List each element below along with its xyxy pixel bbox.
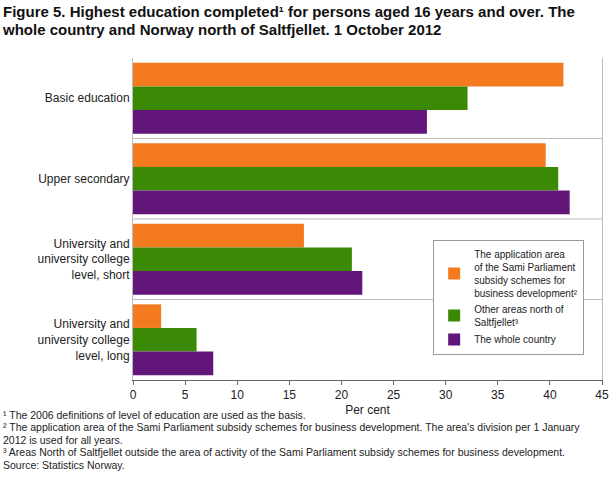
svg-text:The application areaof the Sam: The application areaof the Sami Parliame… — [474, 249, 578, 299]
svg-text:15: 15 — [283, 388, 297, 402]
svg-text:The whole country: The whole country — [474, 334, 556, 345]
svg-text:Basic education: Basic education — [45, 91, 130, 105]
svg-text:10: 10 — [231, 388, 245, 402]
svg-text:45: 45 — [595, 388, 609, 402]
svg-text:5: 5 — [182, 388, 189, 402]
html-text:³ Areas North of Saltfjellet o: ³ Areas North of Saltfjellet outside the… — [3, 446, 565, 459]
svg-text:25: 25 — [387, 388, 401, 402]
html-text:¹ The 2006 definitions of leve: ¹ The 2006 definitions of level of educa… — [3, 409, 306, 421]
html-text:Source: Statistics Norway.: Source: Statistics Norway. — [3, 458, 125, 471]
svg-text:40: 40 — [543, 388, 557, 402]
svg-text:University anduniversity colle: University anduniversity collegelevel, s… — [38, 237, 131, 282]
svg-text:30: 30 — [439, 388, 453, 402]
html-text:² The application area of the: ² The application area of the Sami Parli… — [3, 421, 580, 446]
svg-text:Upper secondary: Upper secondary — [38, 172, 129, 186]
html-text:Figure 5. Highest education co: Figure 5. Highest education completed¹ f… — [3, 3, 575, 38]
svg-text:35: 35 — [491, 388, 505, 402]
svg-text:0: 0 — [130, 388, 137, 402]
svg-text:Other areas north ofSaltfjelle: Other areas north ofSaltfjellet³ — [474, 304, 564, 328]
svg-text:University anduniversity colle: University anduniversity collegelevel, l… — [38, 317, 130, 362]
svg-text:20: 20 — [335, 388, 349, 402]
svg-text:Per cent: Per cent — [345, 403, 390, 417]
